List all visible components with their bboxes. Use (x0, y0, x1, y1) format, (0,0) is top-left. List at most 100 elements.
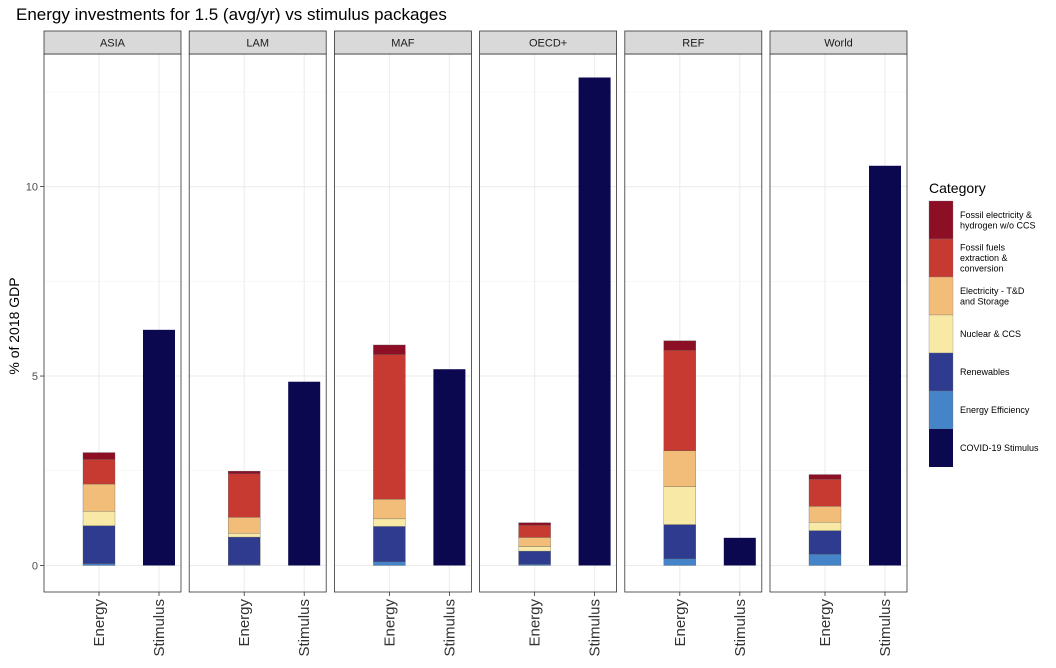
bar-energy-fossil_fuels (663, 350, 696, 451)
facet-strip (333, 30, 472, 55)
legend-item-covid: COVID-19 Stimulus (929, 429, 1039, 467)
bar-stimulus (143, 329, 175, 566)
legend: Fossil electricity &hydrogen w/o CCSFoss… (928, 200, 1039, 467)
facet-strip-label: MAF (391, 38, 415, 50)
bar-energy-fossil_elec (808, 474, 842, 480)
bar-stimulus (288, 381, 321, 566)
facet-strip (43, 30, 182, 55)
x-tick-label: Energy (91, 599, 108, 647)
bar-energy-fossil_fuels (228, 473, 261, 518)
facet-panels: ASIA Energy Stimulus LAM Energy Stimulus MAF En… (43, 30, 908, 657)
bar-energy-fossil_elec (228, 470, 261, 474)
bar-energy-nuclear (373, 518, 406, 527)
bar-energy-efficiency (373, 561, 406, 566)
legend-label: Energy Efficiency (960, 405, 1030, 415)
y-axis: 0 5 10 (26, 182, 44, 572)
legend-label: Electricity - T&D (960, 286, 1025, 296)
x-tick-label: Stimulus (441, 599, 458, 657)
facet-world: World Energy Stimulus (769, 30, 908, 657)
legend-swatch (928, 352, 954, 392)
bar-energy-nuclear (518, 546, 551, 552)
legend-swatch (928, 276, 954, 316)
bar-energy-renewables (82, 525, 116, 564)
x-tick-label: Stimulus (296, 599, 313, 657)
y-tick-label: 10 (26, 182, 38, 194)
facet-lam: LAM Energy Stimulus (188, 30, 327, 657)
legend-label: Renewables (960, 367, 1010, 377)
bar-energy-fossil_fuels (808, 478, 842, 507)
legend-swatch (928, 314, 954, 354)
x-tick-label: Energy (527, 599, 544, 647)
bar-energy-fossil_elec (373, 344, 406, 355)
bar-energy-nuclear (228, 533, 261, 538)
facet-oecd: OECD+ Energy Stimulus (479, 30, 618, 657)
bar-energy-fossil_elec (518, 522, 551, 526)
legend-swatch (929, 429, 953, 467)
legend-label: extraction & (960, 253, 1008, 263)
bar-energy-renewables (373, 526, 406, 562)
bar-energy-nuclear (82, 511, 116, 526)
bar-stimulus (578, 77, 611, 566)
facet-strip (624, 30, 763, 55)
x-tick-label: Stimulus (587, 599, 604, 657)
bar-energy-renewables (663, 524, 696, 559)
facet-strip-label: LAM (246, 38, 269, 50)
y-tick-label: 0 (32, 560, 38, 572)
bar-energy-renewables (808, 530, 842, 555)
facet-ref: REF Energy Stimulus (624, 30, 763, 657)
chart-title: Energy investments for 1.5 (avg/yr) vs s… (16, 5, 447, 24)
bar-energy-efficiency (663, 558, 696, 566)
bar-energy-fossil_elec (663, 340, 696, 351)
bar-energy-nuclear (808, 522, 842, 531)
facet-strip-label: REF (682, 38, 704, 50)
bar-energy-fossil_elec (82, 452, 116, 460)
legend-label: conversion (960, 264, 1004, 274)
legend-item-efficiency: Energy Efficiency (928, 390, 1030, 430)
bar-energy-renewables (228, 536, 261, 565)
x-tick-label: Energy (817, 599, 834, 647)
bar-energy-nuclear (663, 486, 696, 525)
facet-strip-label: ASIA (100, 38, 126, 50)
bar-energy-fossil_fuels (373, 354, 406, 500)
bar-energy-elec_td (663, 450, 696, 487)
x-tick-label: Energy (672, 599, 689, 647)
legend-item-nuclear: Nuclear & CCS (928, 314, 1021, 354)
y-axis-title: % of 2018 GDP (6, 277, 22, 374)
facet-strip (479, 30, 618, 55)
bar-energy-renewables (518, 550, 551, 565)
legend-swatch (928, 390, 954, 430)
legend-title: Category (929, 180, 986, 196)
legend-label: Fossil electricity & (960, 210, 1032, 220)
legend-label: Nuclear & CCS (960, 329, 1021, 339)
bar-energy-fossil_fuels (518, 525, 551, 538)
x-tick-label: Stimulus (151, 599, 168, 657)
legend-label: Fossil fuels (960, 243, 1006, 253)
bar-energy-fossil_fuels (82, 459, 116, 485)
x-tick-label: Stimulus (877, 599, 894, 657)
y-tick-label: 5 (32, 371, 38, 383)
bar-energy-elec_td (518, 537, 551, 547)
x-tick-label: Stimulus (732, 599, 749, 657)
facet-strip (769, 30, 908, 55)
facet-strip-label: OECD+ (529, 38, 567, 50)
bar-stimulus (723, 537, 756, 566)
legend-label: and Storage (960, 296, 1009, 306)
legend-label: COVID-19 Stimulus (960, 443, 1039, 453)
facet-asia: ASIA Energy Stimulus (43, 30, 182, 657)
facet-strip-label: World (824, 38, 853, 50)
facet-strip (188, 30, 327, 55)
bar-stimulus (433, 369, 466, 566)
legend-item-fossil_elec: Fossil electricity &hydrogen w/o CCS (928, 200, 1036, 240)
legend-label: hydrogen w/o CCS (960, 220, 1036, 230)
bar-stimulus (869, 165, 901, 566)
bar-energy-efficiency (808, 553, 842, 566)
bar-energy-elec_td (808, 506, 842, 523)
x-tick-label: Energy (236, 599, 253, 647)
bar-energy-elec_td (228, 517, 261, 534)
bar-energy-elec_td (373, 499, 406, 520)
legend-item-renewables: Renewables (928, 352, 1010, 392)
x-tick-label: Energy (381, 599, 398, 647)
bar-energy-efficiency (82, 563, 116, 566)
